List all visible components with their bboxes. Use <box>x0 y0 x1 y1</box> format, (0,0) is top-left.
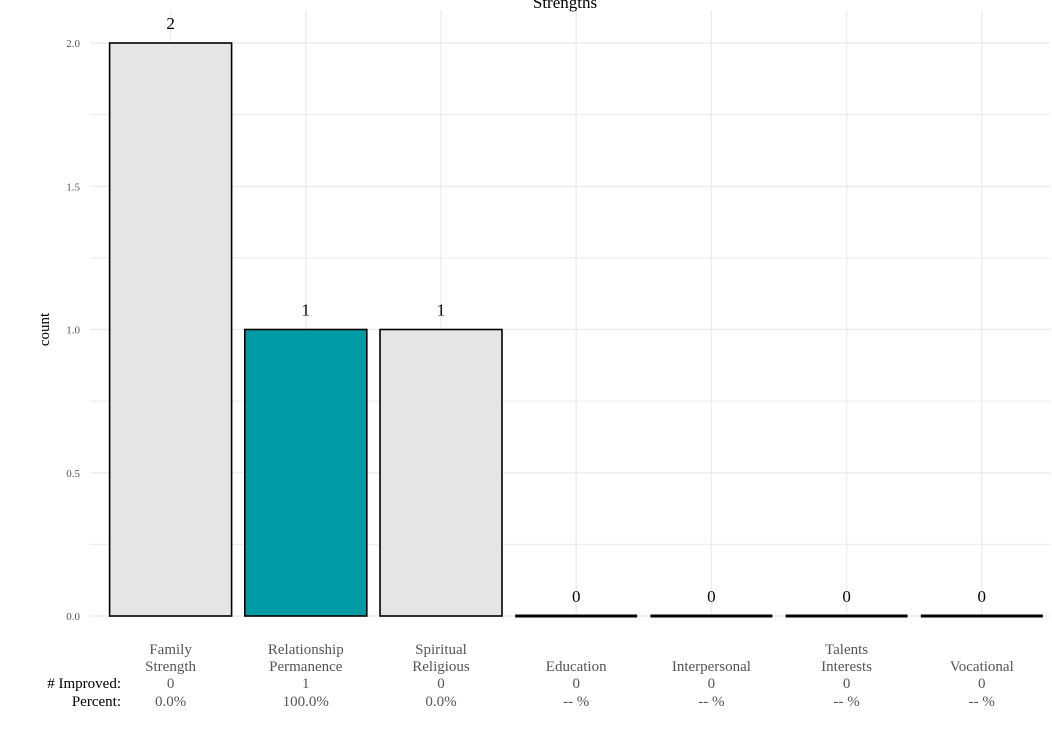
bar-data-label: 0 <box>978 587 987 606</box>
y-tick-label: 2.0 <box>66 38 80 50</box>
percent-value: -- % <box>563 694 589 710</box>
y-tick-label: 1.5 <box>66 181 80 193</box>
percent-value: 0.0% <box>155 694 186 710</box>
x-tick-label: Religious <box>412 659 470 675</box>
axis-layer: Strengths 0.0 0.5 1.0 1.5 2.0 count FamilyStren… <box>37 0 1014 675</box>
bar-data-label: 1 <box>437 301 446 320</box>
percent-value: 100.0% <box>283 694 329 710</box>
bar <box>785 614 908 618</box>
bar <box>920 614 1043 618</box>
improved-value: 0 <box>978 676 986 692</box>
x-tick-label: Spiritual <box>415 642 467 658</box>
bar-data-label: 0 <box>842 587 851 606</box>
improved-value: 0 <box>167 676 175 692</box>
x-tick-label: Interpersonal <box>672 659 751 675</box>
bar <box>515 614 638 618</box>
x-tick-label: Vocational <box>950 659 1014 675</box>
stats-layer: # Improved: Percent: 0 1 0 0 0 0 0 0.0% 100.0% 0.0%… <box>47 676 995 710</box>
label-layer: 2 1 1 0 0 0 0 <box>166 14 986 606</box>
improved-value: 0 <box>572 676 580 692</box>
y-tick-label: 0.0 <box>66 611 80 623</box>
bar-data-label: 0 <box>707 587 716 606</box>
bar <box>379 328 503 617</box>
improved-value: 0 <box>437 676 445 692</box>
bar-data-label: 1 <box>302 301 311 320</box>
improved-row-label: # Improved: <box>47 676 121 692</box>
y-tick-label: 1.0 <box>66 325 80 337</box>
bar <box>108 42 233 617</box>
x-tick-label: Interests <box>821 659 872 675</box>
chart-title: Strengths <box>533 0 597 12</box>
percent-row-label: Percent: <box>72 694 121 710</box>
percent-value: -- % <box>969 694 995 710</box>
x-tick-label: Talents <box>825 642 868 658</box>
y-axis-title: count <box>37 312 53 346</box>
bar-data-label: 0 <box>572 587 581 606</box>
bar <box>244 328 368 617</box>
improved-value: 0 <box>708 676 716 692</box>
percent-value: -- % <box>698 694 724 710</box>
grid-layer <box>90 10 1050 617</box>
x-tick-label: Education <box>546 659 607 675</box>
x-tick-label: Family <box>149 642 192 658</box>
percent-value: 0.0% <box>425 694 456 710</box>
x-tick-label: Relationship <box>268 642 344 658</box>
improved-value: 0 <box>843 676 851 692</box>
x-tick-label: Strength <box>145 659 196 675</box>
bar <box>650 614 773 618</box>
improved-value: 1 <box>302 676 310 692</box>
x-tick-label: Permanence <box>269 659 343 675</box>
percent-value: -- % <box>833 694 859 710</box>
y-tick-label: 0.5 <box>66 468 80 480</box>
bar-layer <box>108 42 1043 618</box>
bar-data-label: 2 <box>166 14 175 33</box>
